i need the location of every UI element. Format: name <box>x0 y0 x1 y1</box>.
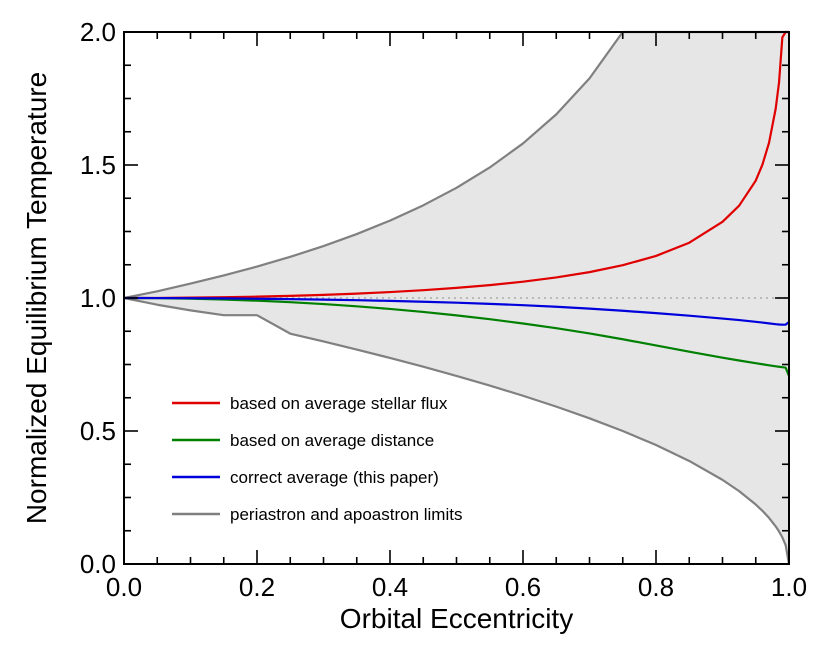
series-line-1 <box>123 296 791 377</box>
y-tick-label: 1.0 <box>80 283 116 313</box>
legend-label: correct average (this paper) <box>230 468 439 487</box>
legend-label: based on average stellar flux <box>230 394 448 413</box>
x-tick-label: 0.4 <box>372 572 408 602</box>
series-line-apoastron-limit <box>123 296 791 565</box>
series-line-2 <box>123 296 790 326</box>
y-tick-label: 2.0 <box>80 17 116 47</box>
y-tick-label: 0.0 <box>80 549 116 579</box>
x-tick-label: 1.0 <box>771 572 807 602</box>
y-tick-label: 1.5 <box>80 150 116 180</box>
legend: based on average stellar flux based on av… <box>172 394 462 524</box>
x-tick-label: 0.0 <box>106 572 142 602</box>
y-tick-label: 0.5 <box>80 416 116 446</box>
y-axis-title: Normalized Equilibrium Temperature <box>21 72 52 524</box>
x-axis-title: Orbital Eccentricity <box>340 603 573 634</box>
legend-label: periastron and apoastron limits <box>230 505 462 524</box>
legend-label: based on average distance <box>230 431 434 450</box>
x-tick-label: 0.6 <box>505 572 541 602</box>
x-tick-label: 0.8 <box>638 572 674 602</box>
x-tick-label: 0.2 <box>239 572 275 602</box>
series-line-0 <box>123 30 789 300</box>
